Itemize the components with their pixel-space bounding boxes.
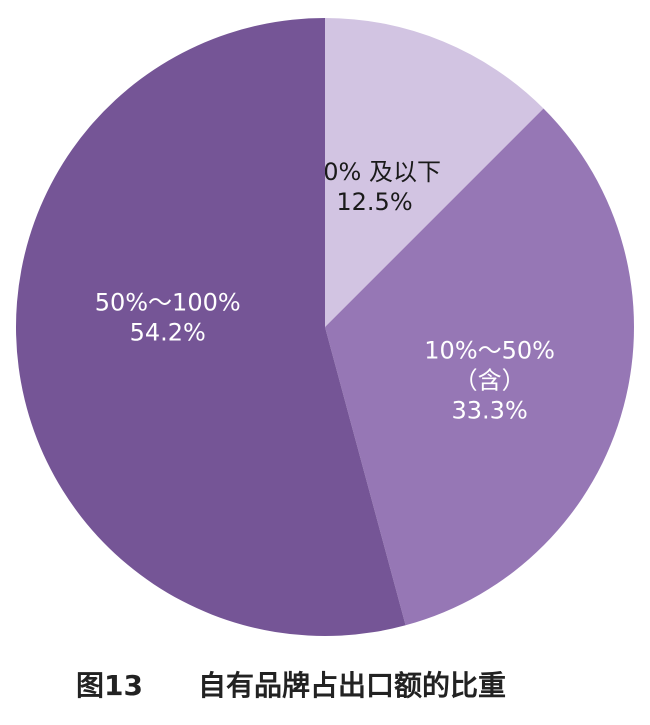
figure-title: 自有品牌占出口额的比重 — [198, 669, 507, 702]
pie-chart: 10% 及以下 12.5% 10%～50%（含） 33.3% 50%～100% 54.2% — [16, 18, 635, 636]
pie-slice-1 — [325, 18, 544, 327]
pie-slice-label-line: 10%～50% — [424, 336, 555, 364]
pie-slice-label-1: 10% 及以下 12.5% — [308, 158, 441, 216]
pie-chart-svg: 10% 及以下 12.5% 10%～50%（含） 33.3% 50%～100% 54.2% — [16, 18, 635, 636]
figure-number: 图13 — [76, 669, 143, 702]
pie-slice-label-line: （含） — [454, 366, 526, 394]
pie-slice-2 — [325, 108, 635, 626]
pie-slice-label-3: 50%～100% 54.2% — [95, 289, 241, 347]
pie-slice-3 — [16, 18, 406, 636]
pie-slice-label-line: 12.5% — [336, 188, 412, 216]
pie-slice-label-line: 10% 及以下 — [308, 158, 441, 186]
figure-caption: 图13 自有品牌占出口额的比重 — [0, 664, 650, 704]
pie-slice-label-2: 10%～50%（含） 33.3% — [424, 336, 555, 424]
pie-slice-label-line: 33.3% — [452, 396, 528, 424]
pie-slice-label-line: 54.2% — [130, 319, 206, 347]
pie-slice-label-line: 50%～100% — [95, 289, 241, 317]
